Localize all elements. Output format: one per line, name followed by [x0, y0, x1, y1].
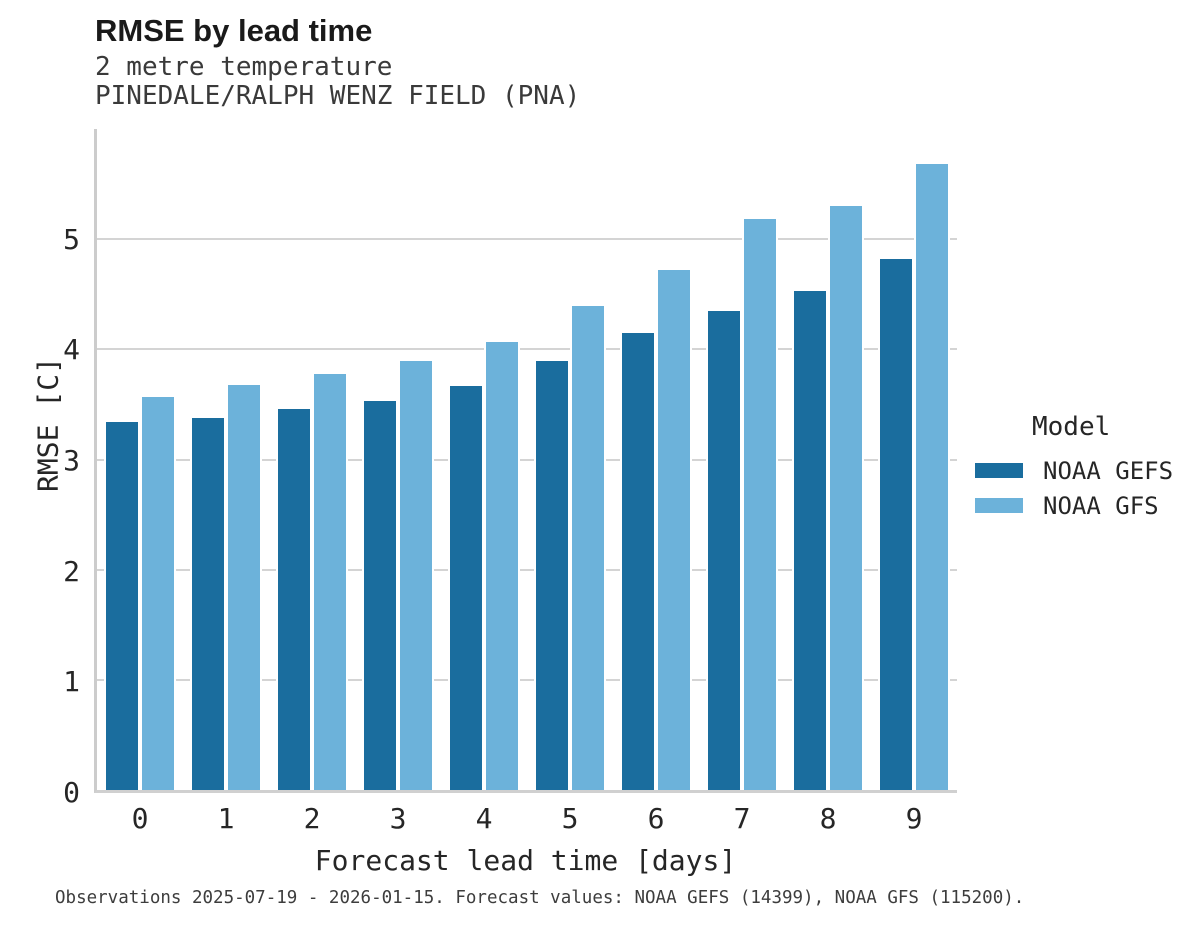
y-axis-tick-labels: 0 1 2 3 4 5: [10, 129, 80, 807]
bar-group-day-5: [527, 129, 613, 790]
y-tick-label-4: 4: [63, 333, 80, 367]
bar-noaa-gefs-day-3: [362, 401, 398, 790]
x-tick-label-2: 2: [303, 802, 321, 835]
x-tick-label-1: 1: [217, 802, 235, 835]
legend-title: Model: [1032, 412, 1111, 442]
bar-noaa-gefs-day-2: [276, 408, 312, 790]
legend-label: NOAA GEFS: [1043, 456, 1174, 485]
y-tick-label-1: 1: [63, 665, 80, 699]
x-axis-title: Forecast lead time [days]: [314, 844, 737, 877]
bar-noaa-gfs-day-2: [312, 373, 348, 790]
x-tick-label-6: 6: [647, 802, 665, 835]
bar-noaa-gefs-day-7: [706, 310, 742, 790]
bar-group-day-1: [183, 129, 269, 790]
bar-noaa-gefs-day-6: [620, 332, 656, 790]
bar-noaa-gfs-day-7: [742, 219, 778, 790]
x-tick-label-4: 4: [475, 802, 493, 835]
chart-subtitle-variable: 2 metre temperature: [95, 52, 393, 82]
bar-group-day-3: [355, 129, 441, 790]
bar-noaa-gfs-day-0: [140, 396, 176, 790]
y-tick-label-3: 3: [63, 444, 80, 477]
bar-noaa-gefs-day-5: [534, 361, 570, 790]
x-tick-label-5: 5: [561, 802, 579, 835]
bar-noaa-gefs-day-0: [104, 422, 140, 790]
legend: Model NOAA GEFS NOAA GFS: [975, 412, 1173, 523]
x-tick-label-0: 0: [131, 802, 149, 835]
bar-group-day-0: [97, 129, 183, 790]
legend-entry-noaa-gefs: NOAA GEFS: [975, 453, 1173, 488]
legend-entry-noaa-gfs: NOAA GFS: [975, 488, 1173, 523]
bar-group-day-2: [269, 129, 355, 790]
chart-subtitle-station: PINEDALE/RALPH WENZ FIELD (PNA): [95, 81, 581, 111]
x-axis-tick-labels: 0 1 2 3 4 5 6 7 8 9: [94, 803, 957, 837]
gridline-y-2: [97, 568, 957, 571]
bar-noaa-gfs-day-8: [828, 206, 864, 790]
legend-swatch-icon: [975, 498, 1023, 513]
bar-noaa-gefs-day-8: [792, 290, 828, 790]
chart-header: RMSE by lead time 2 metre temperature PI…: [95, 12, 580, 111]
bar-noaa-gfs-day-1: [226, 384, 262, 790]
legend-label: NOAA GFS: [1043, 491, 1159, 520]
bar-noaa-gefs-day-9: [878, 259, 914, 790]
bar-group-day-6: [613, 129, 699, 790]
gridline-y-1: [97, 678, 957, 681]
legend-swatch-icon: [975, 463, 1023, 478]
x-tick-label-9: 9: [905, 802, 923, 835]
bar-group-day-9: [871, 129, 957, 790]
gridline-y-3: [97, 458, 957, 461]
bar-noaa-gefs-day-1: [190, 417, 226, 790]
bar-noaa-gfs-day-3: [398, 361, 434, 790]
caption: Observations 2025-07-19 - 2026-01-15. Fo…: [55, 888, 1025, 908]
x-tick-label-8: 8: [819, 802, 837, 835]
x-tick-label-7: 7: [733, 802, 751, 835]
bar-group-day-8: [785, 129, 871, 790]
y-tick-label-0: 0: [63, 776, 80, 809]
y-tick-label-2: 2: [63, 554, 80, 588]
chart-title: RMSE by lead time: [95, 13, 373, 48]
bar-group-day-4: [441, 129, 527, 790]
bar-noaa-gefs-day-4: [448, 385, 484, 790]
gridline-y-5: [97, 238, 957, 241]
bar-noaa-gfs-day-9: [914, 164, 950, 790]
bar-noaa-gfs-day-5: [570, 306, 606, 790]
bar-noaa-gfs-day-6: [656, 270, 692, 790]
gridline-y-4: [97, 348, 957, 351]
y-tick-label-5: 5: [63, 222, 80, 256]
bar-noaa-gfs-day-4: [484, 341, 520, 790]
plot-area: [94, 129, 957, 793]
legend-items: NOAA GEFS NOAA GFS: [975, 453, 1173, 523]
bar-group-day-7: [699, 129, 785, 790]
x-tick-label-3: 3: [389, 802, 407, 835]
